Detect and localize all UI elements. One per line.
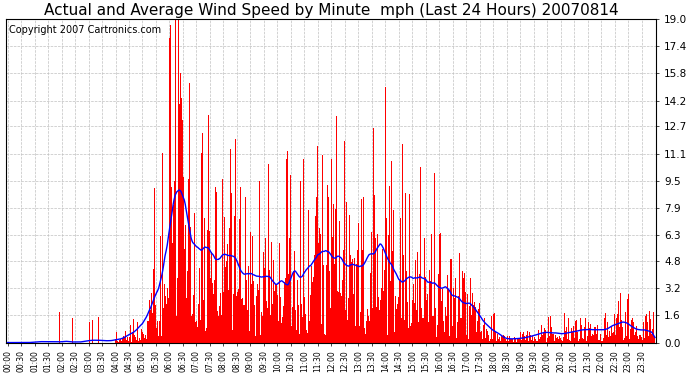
Title: Actual and Average Wind Speed by Minute  mph (Last 24 Hours) 20070814: Actual and Average Wind Speed by Minute … — [44, 3, 618, 18]
Text: Copyright 2007 Cartronics.com: Copyright 2007 Cartronics.com — [10, 26, 161, 35]
